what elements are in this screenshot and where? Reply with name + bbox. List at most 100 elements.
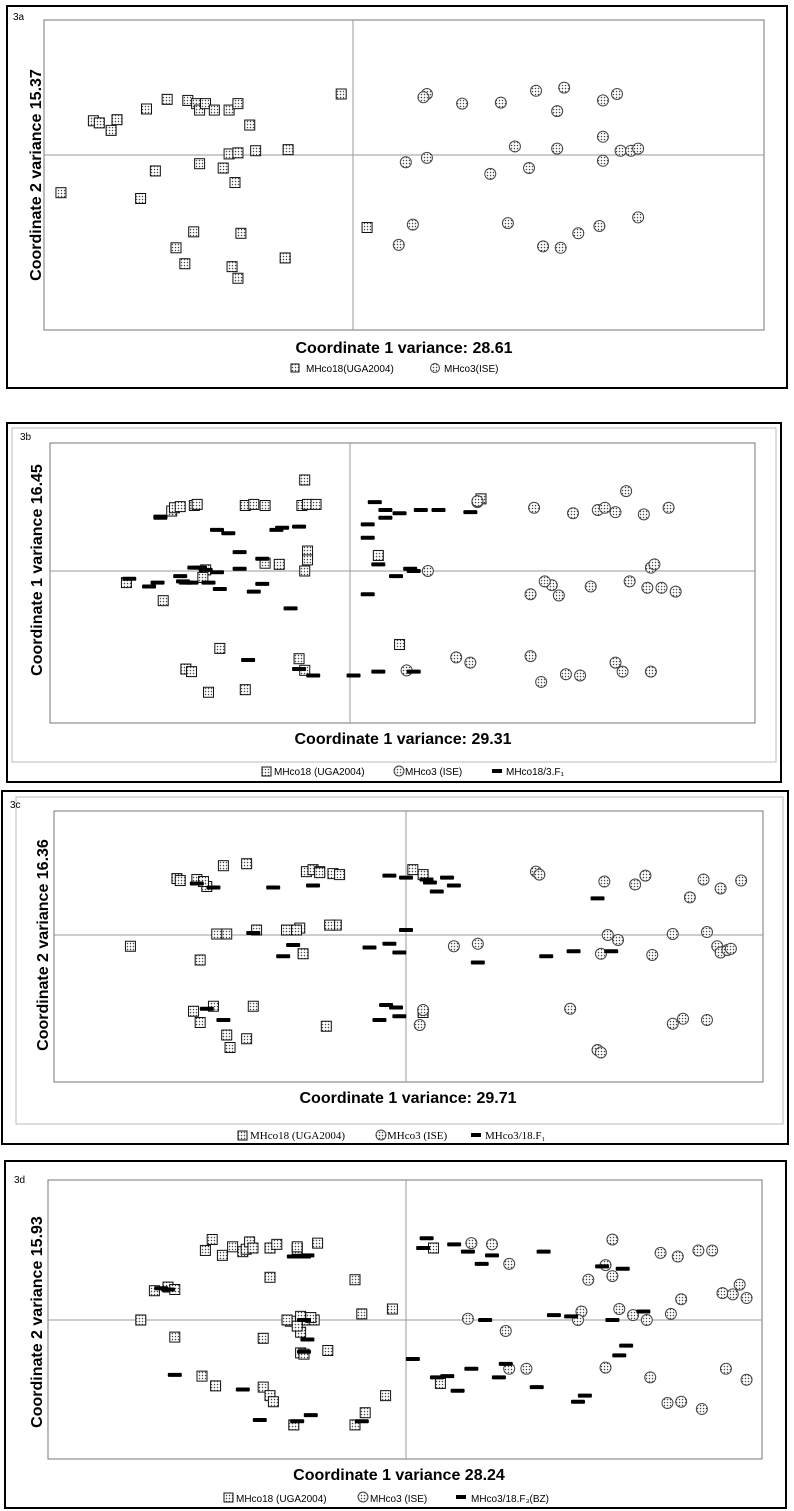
- point-3c-s1-2: [598, 875, 611, 888]
- point-3c-s2-16: [362, 945, 377, 950]
- point-3b-s1-15: [623, 575, 636, 588]
- point-3d-s2-22: [303, 1413, 318, 1418]
- point-3c-s0-26: [188, 1005, 200, 1017]
- point-3d-s2-21: [290, 1419, 305, 1424]
- point-3d-s2-18: [235, 1387, 250, 1392]
- point-3a-s0-27: [179, 258, 191, 270]
- point-3c-s2-0: [189, 881, 204, 886]
- point-3c-s2-27: [392, 1014, 407, 1019]
- point-3b-s2-38: [371, 562, 386, 567]
- point-3d-s0-29: [135, 1314, 147, 1326]
- legend-square-marker: [290, 363, 300, 373]
- point-3d-s2-33: [636, 1309, 651, 1314]
- point-3a-s1-27: [632, 211, 645, 224]
- point-3c-s2-14: [382, 941, 397, 946]
- point-3a-s1-12: [614, 144, 627, 157]
- point-3d-s1-15: [675, 1293, 688, 1306]
- point-3c-s0-19: [280, 924, 292, 936]
- panel-3d-marks: [135, 1233, 753, 1431]
- panel-3b-legend-2: MHco3 (ISE): [405, 767, 462, 778]
- point-3d-s2-10: [460, 1249, 475, 1254]
- point-3b-s2-15: [173, 574, 188, 579]
- point-3d-s0-38: [359, 1407, 371, 1419]
- point-3d-s1-8: [671, 1250, 684, 1263]
- point-3c-s2-22: [590, 896, 605, 901]
- point-3b-s0-14: [273, 558, 285, 570]
- point-3c-s0-30: [241, 1033, 253, 1045]
- panel-3b: 3b Coordinate 1 variance: 29.31 Coordina…: [6, 422, 782, 783]
- point-3b-s1-9: [662, 501, 675, 514]
- panel-3c-plot-area: [53, 810, 764, 1083]
- point-3d-s0-25: [257, 1332, 269, 1344]
- point-3b-s2-25: [246, 589, 261, 594]
- point-3b-s0-17: [299, 565, 311, 577]
- point-3d-s2-19: [167, 1372, 182, 1377]
- point-3c-s0-28: [207, 1000, 219, 1012]
- point-3d-s1-9: [692, 1244, 705, 1257]
- point-3b-s2-2: [209, 527, 224, 532]
- point-3c-s2-13: [276, 954, 291, 959]
- point-3d-s2-14: [536, 1249, 551, 1254]
- point-3b-s0-27: [239, 684, 251, 696]
- point-3d-s1-18: [627, 1309, 640, 1322]
- point-3c-s0-32: [224, 1042, 236, 1053]
- panel-3a-legend-1: MHco18(UGA2004): [306, 364, 394, 375]
- point-3b-s2-34: [378, 515, 393, 520]
- point-3b-s2-39: [283, 606, 298, 611]
- point-3c-s1-28: [413, 1019, 426, 1031]
- point-3c-s1-13: [594, 947, 607, 960]
- panel-3b-y-axis-title: Coordinate 1 variance 16.45: [29, 464, 46, 676]
- point-3a-s0-4: [141, 103, 152, 115]
- panel-3c-legend-2: MHco3 (ISE): [387, 1130, 448, 1142]
- point-3c-s2-24: [216, 1018, 231, 1022]
- point-3a-s1-2: [456, 97, 469, 110]
- point-3d-s2-8: [419, 1236, 434, 1241]
- point-3b-s1-2: [528, 501, 541, 514]
- legend-dash-marker: [492, 769, 502, 773]
- point-3a-s0-12: [232, 98, 244, 110]
- point-3d-s1-11: [716, 1287, 729, 1300]
- panel-3a: 3a Coordinate 1 variance: 28.61 Coordina…: [6, 5, 788, 389]
- point-3c-s2-5: [399, 875, 413, 880]
- point-3b-s2-5: [275, 525, 290, 530]
- panel-3d-legend-1: MHco18 (UGA2004): [236, 1494, 327, 1505]
- point-3a-s0-16: [217, 162, 229, 174]
- point-3c-s2-20: [566, 949, 581, 954]
- point-3d-s0-33: [257, 1381, 269, 1393]
- point-3b-s2-16: [122, 576, 137, 581]
- legend-circle-marker: [375, 1129, 387, 1141]
- point-3d-s2-24: [498, 1361, 513, 1366]
- point-3d-s0-35: [267, 1396, 279, 1408]
- point-3d-s0-13: [271, 1238, 283, 1250]
- point-3b-s2-44: [371, 669, 386, 674]
- point-3a-s0-21: [149, 165, 161, 177]
- panel-3c-legend-1: MHco18 (UGA2004): [250, 1130, 345, 1142]
- legend-square-marker: [261, 766, 272, 777]
- point-3d-s1-6: [606, 1270, 619, 1283]
- point-3b-s1-28: [535, 675, 548, 688]
- point-3b-s2-32: [463, 510, 478, 515]
- point-3a-s1-4: [530, 84, 543, 97]
- point-3c-s1-25: [677, 1012, 690, 1025]
- point-3c-s0-22: [211, 928, 223, 940]
- point-3b-s2-41: [292, 667, 307, 672]
- point-3d-s0-5: [216, 1249, 228, 1261]
- point-3d-s1-0: [465, 1237, 478, 1250]
- point-3d-s1-2: [503, 1257, 516, 1270]
- point-3b-s2-31: [431, 507, 446, 512]
- point-3c-s1-27: [417, 1004, 430, 1016]
- point-3c-s2-28: [372, 1018, 387, 1022]
- panel-3b-legend-1: MHco18 (UGA2004): [274, 767, 365, 778]
- point-3c-s0-33: [320, 1020, 332, 1032]
- point-3b-s2-13: [198, 567, 213, 572]
- point-3c-s1-7: [714, 882, 727, 895]
- point-3d-s0-39: [356, 1308, 368, 1320]
- panel-3b-inner-frame: [11, 427, 777, 763]
- point-3b-s1-6: [637, 508, 650, 521]
- point-3d-s1-14: [733, 1278, 746, 1291]
- point-3c-s0-10: [314, 867, 326, 879]
- panel-3c-legend: MHco18 (UGA2004) MHco3 (ISE) MHco3/18.F₁: [237, 1129, 546, 1142]
- point-3b-s2-21: [184, 580, 199, 585]
- point-3b-s2-7: [367, 500, 382, 505]
- point-3c-s1-9: [700, 926, 713, 939]
